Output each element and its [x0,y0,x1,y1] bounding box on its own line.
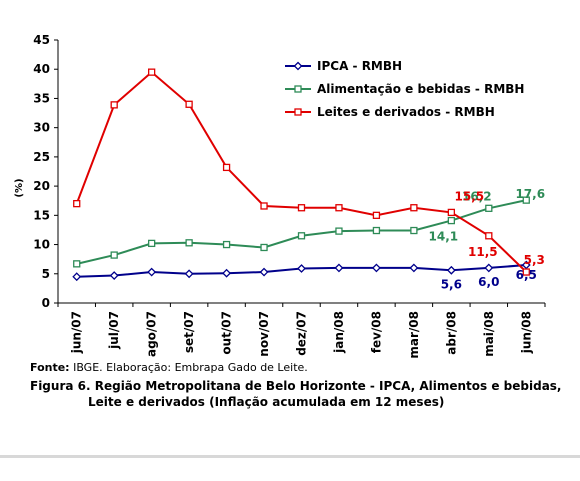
x-tick-label: fev/08 [369,311,383,353]
x-tick-label: ago/07 [145,311,159,357]
series-group [73,68,530,276]
source-note: Fonte: IBGE. Elaboração: Embrapa Gado de… [30,361,308,374]
point-marker [110,251,118,259]
point-marker [297,264,306,273]
point-marker [372,263,381,273]
point-marker [522,268,530,276]
data-label: 11,5 [468,245,498,259]
data-label: 16,2 [462,189,492,203]
x-tick-label: set/07 [182,311,196,353]
point-marker [110,101,118,109]
y-tick-label: 30 [33,121,50,135]
data-label: 6,5 [516,268,537,282]
point-marker [73,199,81,208]
y-axis-label: (%) [14,178,25,197]
y-tick-label: 25 [33,150,50,164]
legend-label: Alimentação e bebidas - RMBH [317,82,524,96]
point-marker [148,239,156,248]
caption-line-2: Leite e derivados (Inflação acumulada em… [88,395,445,409]
data-label: 5,3 [524,253,545,267]
point-marker [222,240,231,249]
point-marker [260,243,268,252]
point-marker [410,226,418,235]
point-marker [297,232,306,240]
data-label: 5,6 [441,277,462,291]
point-marker [185,239,193,247]
y-tick-label: 45 [33,33,50,47]
point-marker [185,100,193,108]
data-label: 14,1 [429,230,459,244]
point-marker [222,268,231,278]
point-marker [372,226,381,235]
x-tick-label: jan/08 [332,311,346,354]
y-tick-label: 35 [33,91,50,105]
legend-item: Alimentação e bebidas - RMBH [285,82,524,96]
point-marker [335,204,343,212]
chart-series [72,68,531,282]
point-marker [260,202,268,210]
point-marker [72,272,82,282]
point-marker [334,263,344,273]
legend-label: IPCA - RMBH [317,59,402,73]
point-marker [109,271,119,280]
y-tick-label: 20 [33,179,50,193]
x-tick-label: out/07 [220,311,234,355]
source-label: Fonte: [30,361,70,374]
y-tick-label: 10 [33,238,50,252]
chart-legend: IPCA - RMBH Alimentação e bebidas - RMBH L… [285,59,524,119]
point-marker [297,204,306,212]
legend-item: IPCA - RMBH [285,59,402,73]
point-marker [446,265,456,275]
x-tick-label: jul/07 [107,311,121,350]
x-tick-label: mai/08 [482,311,496,357]
point-marker [293,61,303,71]
data-label: 17,6 [515,187,545,201]
data-label: 15,5 [455,189,485,203]
point-marker [485,232,493,240]
chart-data-labels: 5,6 6,0 6,5 14,1 16,2 17,6 15,5 11,5 5,3 [429,187,546,291]
series-group [72,260,531,282]
point-marker [294,108,302,116]
x-tick-label: nov/07 [257,311,271,357]
bottom-divider [0,455,580,458]
point-marker [522,196,530,204]
point-marker [410,204,418,212]
point-marker [372,211,381,219]
caption-line-1: Figura 6. Região Metropolitana de Belo H… [30,379,562,393]
x-tick-label: abr/08 [444,311,458,355]
y-tick-label: 40 [33,62,50,76]
x-tick-label: jun/08 [519,311,533,354]
point-marker [259,267,269,277]
legend-item: Leites e derivados - RMBH [285,105,495,119]
point-marker [485,204,493,212]
series-line [75,70,527,273]
y-tick-label: 15 [33,208,50,222]
point-marker [73,260,81,268]
figure-caption: Figura 6. Região Metropolitana de Belo H… [30,378,570,410]
point-marker [447,208,455,217]
point-marker [447,216,455,225]
y-tick-label: 5 [42,267,50,281]
point-marker [484,263,494,273]
legend-label: Leites e derivados - RMBH [317,105,495,119]
x-tick-label: jun/07 [70,311,84,354]
point-marker [222,163,231,172]
point-marker [335,227,343,235]
point-marker [148,68,156,76]
series-group [73,196,530,268]
line-chart: 0 5 10 15 20 25 30 35 40 45 jun/07 jul/07 ago/07 set/… [14,33,546,359]
source-text: IBGE. Elaboração: Embrapa Gado de Leite. [69,361,308,374]
point-marker [294,85,302,93]
x-tick-label: mar/08 [407,311,421,359]
y-tick-label: 0 [42,296,50,310]
x-tick-label: dez/07 [295,311,309,356]
point-marker [409,263,419,273]
point-marker [184,269,194,279]
data-label: 6,0 [478,275,499,289]
chart-axes: 0 5 10 15 20 25 30 35 40 45 jun/07 jul/07 ago/07 set/… [14,33,546,359]
point-marker [147,267,157,277]
